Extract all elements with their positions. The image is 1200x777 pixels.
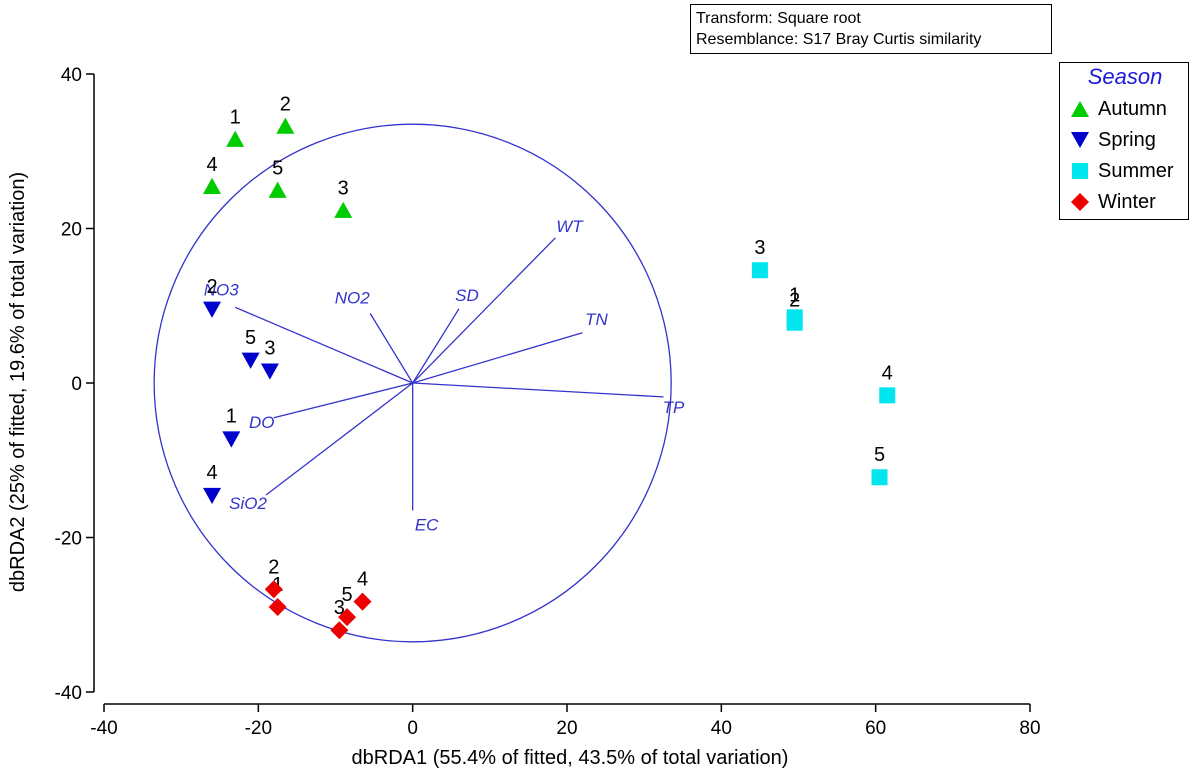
vector-wt bbox=[412, 237, 556, 384]
point-autumn-3 bbox=[334, 201, 353, 218]
vector-label-wt: WT bbox=[556, 217, 584, 236]
legend-item-autumn: Autumn bbox=[1070, 95, 1167, 123]
vector-sd bbox=[412, 308, 460, 384]
x-tick-label: 80 bbox=[1019, 718, 1040, 739]
vector-label-tp: TP bbox=[663, 398, 685, 417]
point-spring-4 bbox=[203, 487, 222, 505]
point-summer-2 bbox=[786, 314, 803, 331]
transform-text: Transform: Square root bbox=[696, 10, 861, 27]
legend-item-winter: Winter bbox=[1070, 188, 1156, 216]
vector-label-tn: TN bbox=[585, 310, 608, 329]
legend-label-autumn: Autumn bbox=[1098, 97, 1167, 120]
x-tick-label: 20 bbox=[556, 718, 577, 739]
vector-tp bbox=[412, 382, 664, 398]
x-tick-label: 0 bbox=[407, 718, 418, 739]
point-label-spring-3: 3 bbox=[264, 338, 275, 360]
point-autumn-1 bbox=[226, 130, 245, 147]
legend: Season Autumn Spring Summer Winter bbox=[1059, 62, 1189, 220]
square-icon bbox=[1072, 163, 1088, 179]
point-label-summer-5: 5 bbox=[874, 444, 885, 466]
triangle-down-icon bbox=[1071, 132, 1089, 148]
point-label-winter-2: 2 bbox=[268, 556, 279, 578]
point-label-spring-5: 5 bbox=[245, 327, 256, 349]
y-tick-label: -20 bbox=[55, 529, 82, 550]
legend-item-summer: Summer bbox=[1070, 157, 1174, 185]
point-label-spring-4: 4 bbox=[206, 462, 217, 484]
point-winter-4 bbox=[353, 592, 372, 611]
point-layer: 12345123451234512345 bbox=[203, 94, 896, 640]
vector-label-ec: EC bbox=[415, 515, 439, 534]
legend-label-summer: Summer bbox=[1098, 159, 1174, 182]
point-label-winter-5: 5 bbox=[342, 584, 353, 606]
point-label-summer-4: 4 bbox=[882, 362, 893, 384]
point-label-autumn-4: 4 bbox=[206, 154, 217, 176]
triangle-up-icon bbox=[1071, 101, 1089, 117]
vector-no3 bbox=[234, 306, 413, 384]
point-winter-3 bbox=[330, 621, 349, 640]
point-spring-3 bbox=[260, 363, 279, 380]
point-summer-5 bbox=[871, 469, 888, 486]
legend-label-winter: Winter bbox=[1098, 190, 1156, 213]
point-label-autumn-3: 3 bbox=[338, 178, 349, 200]
point-winter-5 bbox=[338, 608, 357, 627]
vector-label-no2: NO2 bbox=[335, 288, 371, 307]
point-label-spring-2: 2 bbox=[206, 276, 217, 298]
y-tick-label: 40 bbox=[61, 65, 82, 86]
legend-title: Season bbox=[1087, 64, 1163, 89]
point-label-summer-2: 2 bbox=[789, 290, 800, 312]
vector-label-sio2: SiO2 bbox=[229, 494, 267, 513]
diamond-icon bbox=[1071, 193, 1089, 211]
vector-layer: WT SD TN TP NO2 NO3 DO SiO2 EC bbox=[204, 217, 685, 535]
vector-label-do: DO bbox=[249, 413, 275, 432]
point-label-spring-1: 1 bbox=[226, 406, 237, 428]
point-label-autumn-5: 5 bbox=[272, 158, 283, 180]
point-spring-5 bbox=[241, 352, 260, 369]
point-spring-1 bbox=[222, 431, 241, 448]
point-spring-2 bbox=[203, 301, 222, 318]
point-summer-3 bbox=[751, 262, 768, 279]
legend-item-spring: Spring bbox=[1070, 126, 1156, 154]
point-label-autumn-1: 1 bbox=[230, 107, 241, 129]
point-label-summer-1: 1 bbox=[789, 284, 800, 306]
x-tick-label: 60 bbox=[865, 718, 886, 739]
point-label-winter-4: 4 bbox=[357, 569, 368, 591]
legend-label-spring: Spring bbox=[1098, 128, 1156, 151]
y-tick-label: -40 bbox=[55, 683, 82, 704]
point-autumn-2 bbox=[276, 117, 295, 134]
axes: -40 -20 0 20 40 -40 -20 0 20 40 60 80 bbox=[55, 65, 1041, 739]
transform-info-box: Transform: Square root Resemblance: S17 … bbox=[690, 4, 1052, 54]
point-label-summer-3: 3 bbox=[754, 237, 765, 259]
y-axis-label: dbRDA2 (25% of fitted, 19.6% of total va… bbox=[7, 172, 29, 592]
y-tick-label: 0 bbox=[71, 374, 82, 395]
correlation-circle-layer bbox=[153, 123, 672, 643]
x-tick-label: 40 bbox=[711, 718, 732, 739]
x-tick-label: -40 bbox=[90, 718, 117, 739]
y-tick-label: 20 bbox=[61, 220, 82, 241]
x-tick-label: -20 bbox=[245, 718, 272, 739]
point-label-winter-3: 3 bbox=[334, 597, 345, 619]
vector-label-sd: SD bbox=[455, 286, 479, 305]
x-axis-label: dbRDA1 (55.4% of fitted, 43.5% of total … bbox=[352, 747, 789, 769]
point-winter-1 bbox=[268, 598, 287, 617]
point-label-autumn-2: 2 bbox=[280, 94, 291, 116]
resemblance-text: Resemblance: S17 Bray Curtis similarity bbox=[696, 31, 982, 48]
vector-label-no3: NO3 bbox=[204, 280, 240, 299]
point-winter-2 bbox=[264, 580, 283, 599]
point-autumn-5 bbox=[268, 181, 287, 198]
vector-tn bbox=[412, 332, 583, 384]
point-autumn-4 bbox=[203, 177, 222, 194]
vector-do bbox=[273, 382, 413, 419]
correlation-circle bbox=[153, 123, 672, 643]
vector-no2 bbox=[369, 313, 414, 384]
point-summer-4 bbox=[879, 387, 896, 404]
vector-sio2 bbox=[265, 382, 414, 496]
